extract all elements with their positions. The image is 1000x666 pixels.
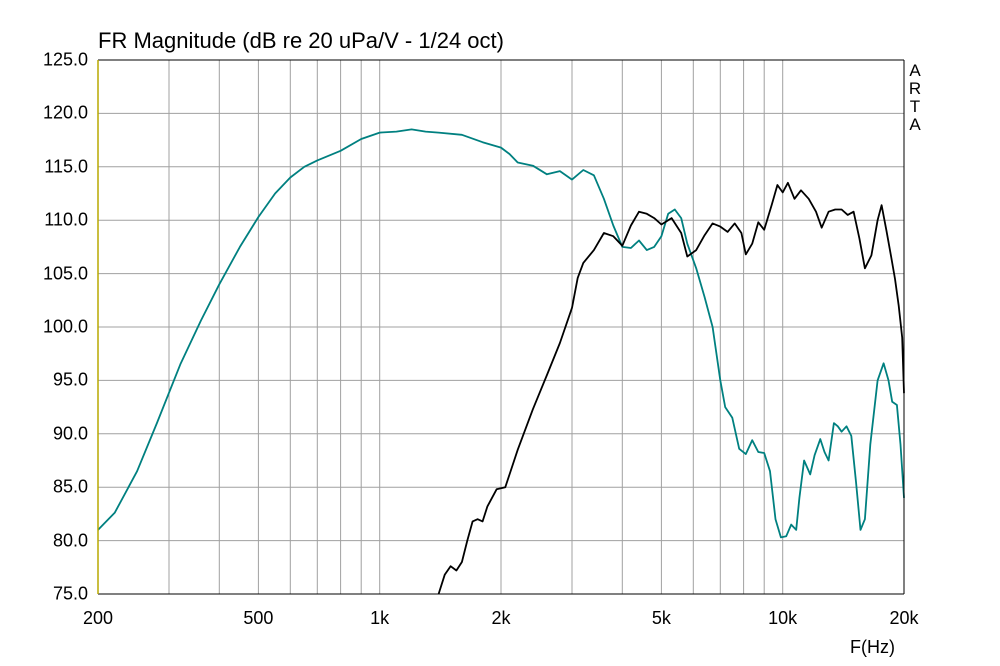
y-tick-label: 80.0 [52, 530, 88, 551]
y-tick-label: 75.0 [52, 583, 88, 604]
y-tick-label: 100.0 [42, 316, 88, 337]
x-tick-label: 20k [889, 608, 919, 628]
x-tick-label: 2k [491, 608, 511, 628]
x-tick-label: 5k [651, 608, 671, 628]
y-tick-label: 125.0 [42, 49, 88, 70]
series-line-2 [437, 181, 905, 595]
series-line-1 [97, 128, 905, 539]
y-tick-label: 110.0 [44, 209, 88, 230]
y-tick-label: 95.0 [52, 369, 88, 390]
x-tick-label: 500 [243, 608, 274, 628]
x-axis-unit-label: F(Hz) [850, 637, 895, 657]
grid-lines [98, 60, 904, 594]
y-tick-label: 105.0 [42, 263, 88, 284]
y-tick-label: 85.0 [52, 476, 88, 497]
plot-frame [97, 59, 905, 595]
series-group [97, 128, 905, 595]
y-tick-label: 120.0 [42, 102, 88, 123]
x-tick-label: 10k [768, 608, 798, 628]
x-tick-label: 200 [82, 608, 114, 628]
y-tick-label: 90.0 [52, 423, 88, 444]
chart-title: FR Magnitude (dB re 20 uPa/V - 1/24 oct) [98, 28, 504, 53]
x-tick-label: 1k [370, 608, 390, 628]
arta-watermark: ARTA [908, 61, 922, 134]
y-tick-label: 115.0 [44, 156, 88, 177]
